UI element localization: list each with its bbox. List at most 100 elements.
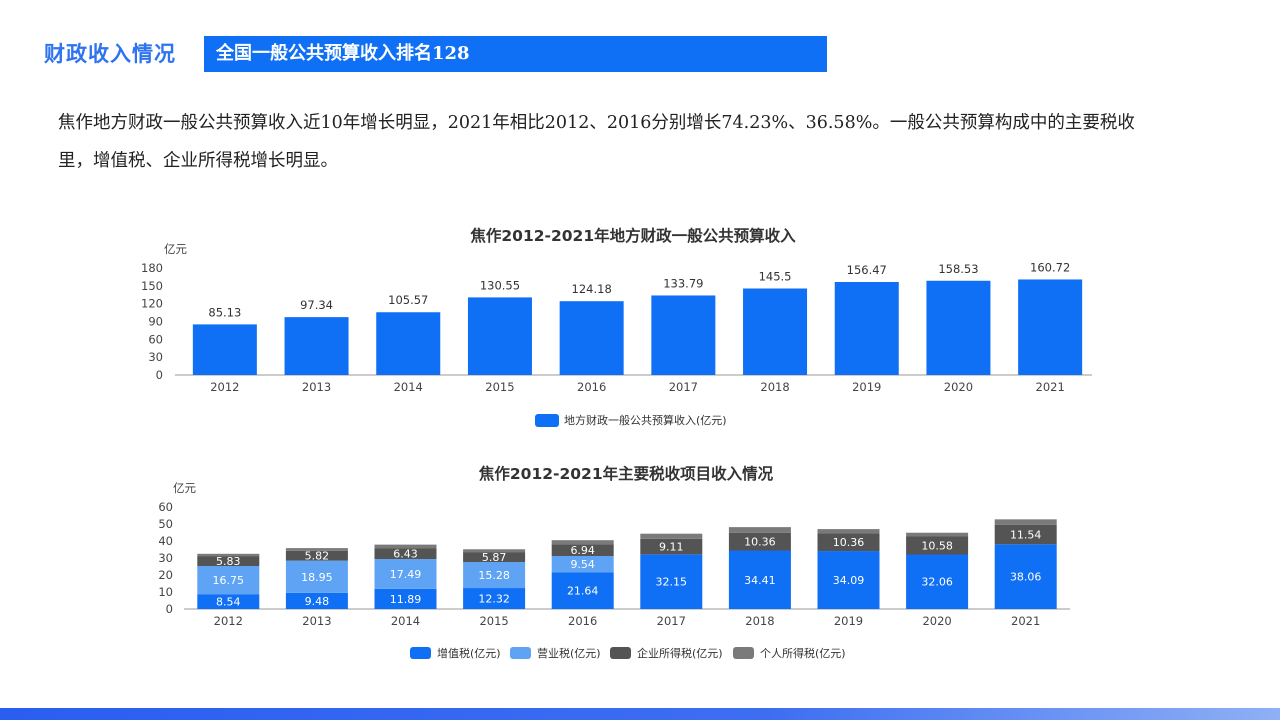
data-label: 145.5 <box>759 270 792 284</box>
x-tick-label: 2020 <box>922 614 951 628</box>
legend-label: 企业所得税(亿元) <box>637 646 723 660</box>
vat-segment <box>197 594 260 609</box>
y-tick-label: 90 <box>148 315 163 329</box>
segment-label: 16.75 <box>213 574 245 587</box>
x-tick-label: 2012 <box>214 614 243 628</box>
y-tick-label: 40 <box>158 534 173 548</box>
legend-swatch <box>510 647 531 659</box>
x-tick-label: 2017 <box>669 380 698 394</box>
data-label: 130.55 <box>480 278 520 292</box>
personal-tax-segment <box>285 548 348 551</box>
corporate-tax-segment <box>551 544 614 556</box>
bar <box>284 317 349 375</box>
footer-accent-bar <box>0 708 1280 720</box>
y-tick-label: 120 <box>141 297 163 311</box>
segment-label: 9.48 <box>305 595 330 608</box>
x-tick-label: 2019 <box>834 614 863 628</box>
vat-segment <box>640 554 703 609</box>
personal-tax-segment <box>640 533 703 539</box>
segment-label: 10.36 <box>744 536 776 549</box>
segment-label: 1.66 <box>482 538 507 551</box>
x-tick-label: 2015 <box>485 380 514 394</box>
y-axis-label: 亿元 <box>164 242 187 256</box>
segment-label: 34.41 <box>744 574 776 587</box>
vat-segment <box>285 592 348 609</box>
legend-label: 增值税(亿元) <box>437 646 501 660</box>
segment-label: 11.89 <box>390 593 422 606</box>
x-tick-label: 2015 <box>479 614 508 628</box>
segment-label: 34.09 <box>833 574 865 587</box>
corporate-tax-segment <box>197 556 260 567</box>
x-tick-label: 2014 <box>394 380 423 394</box>
segment-label: 15.28 <box>478 569 510 582</box>
personal-tax-segment <box>994 519 1057 525</box>
segment-label: 6.43 <box>393 548 418 561</box>
personal-tax-segment <box>197 553 260 557</box>
data-label: 105.57 <box>388 293 428 307</box>
segment-label: 32.06 <box>921 576 953 589</box>
banner-text: 全国一般公共预算收入排名128 <box>216 43 470 64</box>
x-tick-label: 2016 <box>568 614 597 628</box>
legend-swatch <box>410 647 431 659</box>
business-tax-segment <box>285 560 348 593</box>
bar <box>559 301 624 375</box>
personal-tax-segment <box>728 527 791 533</box>
data-label: 85.13 <box>208 305 241 319</box>
segment-label: 9.54 <box>570 558 595 571</box>
segment-label: 2.35 <box>570 529 595 542</box>
segment-label: 3.14 <box>1013 508 1038 521</box>
y-tick-label: 20 <box>158 568 173 582</box>
segment-label: 11.54 <box>1010 528 1042 541</box>
y-tick-label: 180 <box>141 261 163 275</box>
segment-label: 8.54 <box>216 596 241 609</box>
vat-segment <box>728 550 791 609</box>
segment-label: 32.15 <box>656 576 688 589</box>
segment-label: 3.39 <box>748 516 773 529</box>
personal-tax-segment <box>906 532 969 537</box>
x-tick-label: 2012 <box>210 380 239 394</box>
vat-segment <box>906 554 969 609</box>
segment-label: 38.06 <box>1010 571 1042 584</box>
vat-segment <box>817 551 880 609</box>
segment-label: 18.95 <box>301 571 333 584</box>
x-tick-label: 2017 <box>657 614 686 628</box>
bar <box>834 281 899 375</box>
vat-segment <box>463 588 526 609</box>
bar <box>743 288 808 375</box>
corporate-tax-segment <box>463 552 526 563</box>
x-tick-label: 2020 <box>944 380 973 394</box>
chart-title: 焦作2012-2021年地方财政一般公共预算收入 <box>469 226 796 245</box>
corporate-tax-segment <box>374 548 437 560</box>
business-tax-segment <box>374 559 437 589</box>
y-tick-label: 50 <box>158 517 173 531</box>
business-tax-segment <box>197 566 260 595</box>
x-tick-label: 2021 <box>1036 380 1065 394</box>
bar <box>376 312 441 375</box>
y-tick-label: 30 <box>148 350 163 364</box>
segment-label: 2.55 <box>836 518 861 531</box>
personal-tax-segment <box>551 540 614 545</box>
corporate-tax-segment <box>994 524 1057 545</box>
bar <box>926 280 991 375</box>
data-label: 97.34 <box>300 298 333 312</box>
segment-label: 5.87 <box>482 551 507 564</box>
segment-label: 2.23 <box>925 522 950 535</box>
legend-swatch <box>733 647 754 659</box>
title-banner: 全国一般公共预算收入排名128 <box>204 36 827 72</box>
segment-label: 9.11 <box>659 541 684 554</box>
segment-label: 6.94 <box>570 544 595 557</box>
intro-paragraph: 焦作地方财政一般公共预算收入近10年增长明显，2021年相比2012、2016分… <box>58 113 1135 171</box>
personal-tax-segment <box>374 544 437 549</box>
legend-swatch <box>535 414 559 427</box>
y-tick-label: 30 <box>158 551 173 565</box>
bar <box>1018 279 1083 375</box>
segment-label: 21.64 <box>567 585 599 598</box>
vat-segment <box>551 572 614 609</box>
y-tick-label: 10 <box>158 585 173 599</box>
segment-label: 5.82 <box>305 550 330 563</box>
x-tick-label: 2014 <box>391 614 420 628</box>
bar <box>192 324 257 375</box>
legend-label: 地方财政一般公共预算收入(亿元) <box>564 413 727 427</box>
segment-label: 10.36 <box>833 536 865 549</box>
